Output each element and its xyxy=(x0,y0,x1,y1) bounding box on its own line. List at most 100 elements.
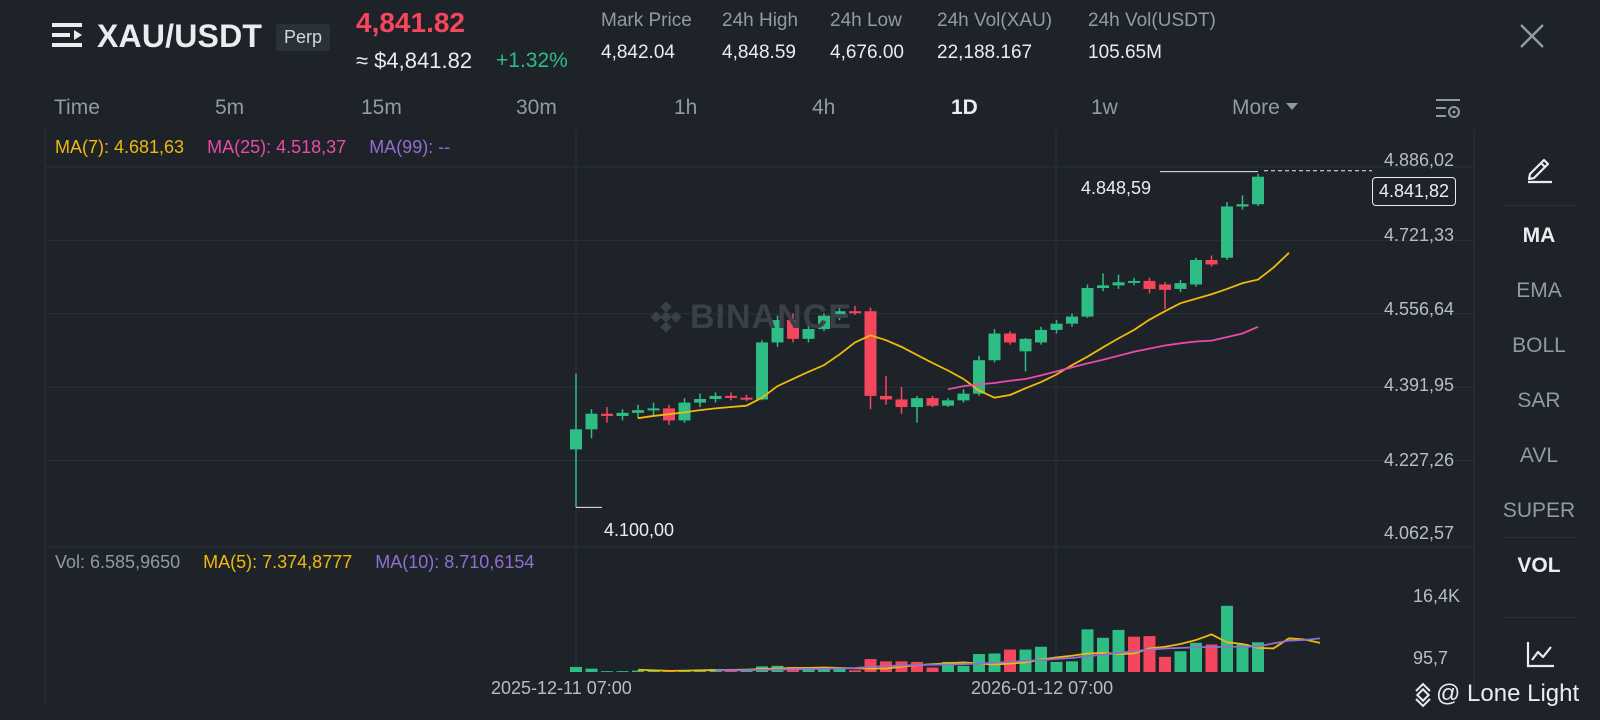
volume-bar xyxy=(833,668,846,672)
price-tick-label: 4.556,64 xyxy=(1384,299,1455,319)
watermark-text: BINANCE xyxy=(690,298,852,336)
volume-bar xyxy=(1066,661,1078,672)
volume-bar xyxy=(864,659,877,672)
candle-body xyxy=(1128,280,1140,283)
volume-bar xyxy=(818,668,830,672)
candle-body xyxy=(632,410,644,413)
candle-body xyxy=(756,342,768,400)
indicator-ema[interactable]: EMA xyxy=(1516,279,1562,302)
indicator-boll[interactable]: BOLL xyxy=(1512,334,1566,357)
time-tick-label: 2026-01-12 07:00 xyxy=(971,678,1114,698)
high-price-marker: 4.848,59 xyxy=(1081,178,1152,198)
candle-body xyxy=(1236,204,1249,207)
candle-body xyxy=(926,398,939,406)
watermark-credit: @ Lone Light xyxy=(1410,680,1579,708)
candle-body xyxy=(1081,288,1094,317)
candle-body xyxy=(833,311,846,316)
candle-body xyxy=(1205,259,1218,265)
stat-value: 4,842.04 xyxy=(601,42,675,63)
candle-body xyxy=(787,320,799,339)
vol-ma10-label: MA(10): 8.710,6154 xyxy=(375,552,535,572)
price-change-percent: +1.32% xyxy=(496,49,568,72)
candle-body xyxy=(1143,280,1156,289)
stat-24h-vol-xau: 24h Vol(XAU) 22,188.167 xyxy=(937,10,1052,64)
volume-bar xyxy=(601,671,613,672)
volume-bar xyxy=(1081,629,1094,672)
chart-settings-icon[interactable] xyxy=(1434,96,1462,122)
volume-bar xyxy=(570,666,582,672)
ma25-label: MA(25): 4.518,37 xyxy=(207,137,347,157)
volume-bar xyxy=(647,670,660,672)
indicator-ma[interactable]: MA xyxy=(1522,224,1556,247)
vol-ma5-label: MA(5): 7.374,8777 xyxy=(203,552,353,572)
indicator-super[interactable]: SUPER xyxy=(1502,499,1576,522)
symbol-title[interactable]: XAU/USDT xyxy=(97,18,263,54)
caret-down-icon xyxy=(1285,102,1298,110)
candle-body xyxy=(647,408,660,411)
more-dropdown[interactable]: More xyxy=(1232,96,1298,120)
volume-bar xyxy=(1174,651,1187,672)
pencil-icon[interactable] xyxy=(1524,152,1556,184)
candle-body xyxy=(585,413,598,430)
binance-logo-icon xyxy=(650,301,682,333)
volume-bar xyxy=(616,671,629,672)
candle-body xyxy=(942,400,954,406)
indicator-avl[interactable]: AVL xyxy=(1519,444,1559,467)
candle-body xyxy=(911,398,923,408)
candlestick-chart[interactable] xyxy=(0,130,1478,702)
close-icon[interactable] xyxy=(1518,22,1546,50)
stat-value: 4,848.59 xyxy=(722,42,796,63)
time-tick-label: 2025-12-11 07:00 xyxy=(491,678,632,698)
volume-bar xyxy=(1004,649,1016,672)
candle-body xyxy=(570,429,582,450)
price-tick-label: 4.721,33 xyxy=(1384,225,1455,245)
tab-15m[interactable]: 15m xyxy=(361,96,402,119)
contract-type-badge: Perp xyxy=(276,24,331,51)
candle-body xyxy=(1004,333,1016,343)
toolbar-divider xyxy=(1502,205,1578,206)
price-tick-label: 4.062,57 xyxy=(1384,523,1455,543)
candle-body xyxy=(601,413,613,416)
tab-1w[interactable]: 1w xyxy=(1091,96,1118,119)
tab-30m[interactable]: 30m xyxy=(516,96,557,119)
volume-bar xyxy=(911,661,923,672)
price-tick-label: 4.391,95 xyxy=(1384,375,1455,395)
candle-body xyxy=(1112,282,1125,286)
credit-text: @ Lone Light xyxy=(1436,680,1580,707)
candle-body xyxy=(818,315,830,330)
volume-legend: Vol: 6.585,9650 MA(5): 7.374,8777 MA(10)… xyxy=(55,552,552,573)
volume-bar xyxy=(632,670,644,672)
indicator-chart-icon[interactable] xyxy=(1524,638,1556,670)
volume-tick-label: 16,4K xyxy=(1413,586,1461,606)
candle-body xyxy=(1221,206,1233,258)
vol-label: Vol: 6.585,9650 xyxy=(55,552,181,572)
tab-1h[interactable]: 1h xyxy=(674,96,698,119)
candle-body xyxy=(1252,176,1264,205)
candle-body xyxy=(957,393,970,401)
candle-body xyxy=(1097,285,1109,289)
candle-body xyxy=(1019,338,1032,352)
stat-label: 24h Vol(XAU) xyxy=(937,10,1053,31)
timeframe-bar: Time 5m 15m 30m 1h 4h 1D 1w More xyxy=(0,92,1480,126)
tab-4h[interactable]: 4h xyxy=(812,96,836,119)
candle-body xyxy=(973,360,985,394)
stat-24h-vol-usdt: 24h Vol(USDT) 105.65M xyxy=(1088,10,1216,64)
last-price: 4,841.82 xyxy=(356,7,465,38)
stat-mark-price: Mark Price 4,842.04 xyxy=(601,10,692,64)
price-tick-label: 4.227,26 xyxy=(1384,450,1455,470)
volume-bar xyxy=(1205,644,1218,672)
indicator-sar[interactable]: SAR xyxy=(1517,389,1561,412)
volume-bar xyxy=(1112,629,1125,672)
candle-body xyxy=(802,329,815,339)
indicator-vol[interactable]: VOL xyxy=(1517,554,1561,577)
menu-icon[interactable] xyxy=(52,22,82,48)
volume-bar xyxy=(849,670,861,672)
volume-bar xyxy=(957,665,970,672)
ma-legend: MA(7): 4.681,63 MA(25): 4.518,37 MA(99):… xyxy=(55,137,468,158)
stat-label: 24h Low xyxy=(830,10,902,31)
tab-1d[interactable]: 1D xyxy=(951,96,978,119)
volume-bar xyxy=(942,661,954,672)
tab-time[interactable]: Time xyxy=(54,96,100,119)
tab-5m[interactable]: 5m xyxy=(215,96,245,119)
volume-bar xyxy=(1050,661,1063,672)
